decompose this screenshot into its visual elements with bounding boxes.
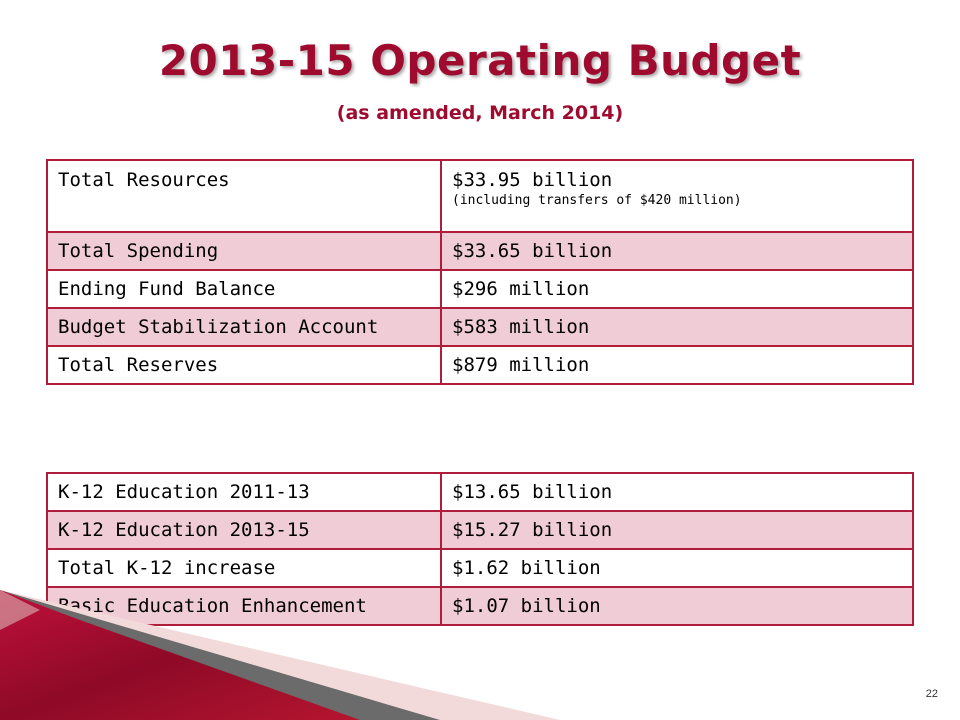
table-row: Total Spending $33.65 billion [46,231,914,271]
row-value: $15.27 billion [440,510,914,550]
row-label: Basic Education Enhancement [46,586,442,626]
row-value: $879 million [440,345,914,385]
row-value: $583 million [440,307,914,347]
table-row: K-12 Education 2011-13 $13.65 billion [46,472,914,512]
row-label: Budget Stabilization Account [46,307,442,347]
corner-shape-red [0,590,360,720]
decorative-corner-graphic [0,590,560,720]
row-label: Ending Fund Balance [46,269,442,309]
corner-shape-highlight [0,590,40,630]
row-label: Total K-12 increase [46,548,442,588]
table-row: Basic Education Enhancement $1.07 billio… [46,586,914,626]
row-value: $33.65 billion [440,231,914,271]
slide-title: 2013-15 Operating Budget [158,36,802,85]
table-row: Total K-12 increase $1.62 billion [46,548,914,588]
row-note: (including transfers of $420 million) [452,193,742,208]
row-label: K-12 Education 2013-15 [46,510,442,550]
page-number: 22 [925,688,938,700]
table-row: Total Reserves $879 million [46,345,914,385]
row-label: K-12 Education 2011-13 [46,472,442,512]
summary-table: Total Resources $33.95 billion (includin… [46,159,914,385]
row-value: $13.65 billion [440,472,914,512]
row-value: $33.95 billion [452,169,613,191]
table-row: Ending Fund Balance $296 million [46,269,914,309]
row-label: Total Reserves [46,345,442,385]
table-row: Budget Stabilization Account $583 millio… [46,307,914,347]
row-value: $1.07 billion [440,586,914,626]
row-value: $1.62 billion [440,548,914,588]
row-value: $296 million [440,269,914,309]
row-value-cell: $33.95 billion (including transfers of $… [440,159,914,233]
table-row: K-12 Education 2013-15 $15.27 billion [46,510,914,550]
row-label: Total Resources [46,159,442,233]
table-row: Total Resources $33.95 billion (includin… [46,159,914,233]
row-label: Total Spending [46,231,442,271]
k12-table: K-12 Education 2011-13 $13.65 billion K-… [46,472,914,626]
slide-subtitle: (as amended, March 2014) [336,102,624,124]
